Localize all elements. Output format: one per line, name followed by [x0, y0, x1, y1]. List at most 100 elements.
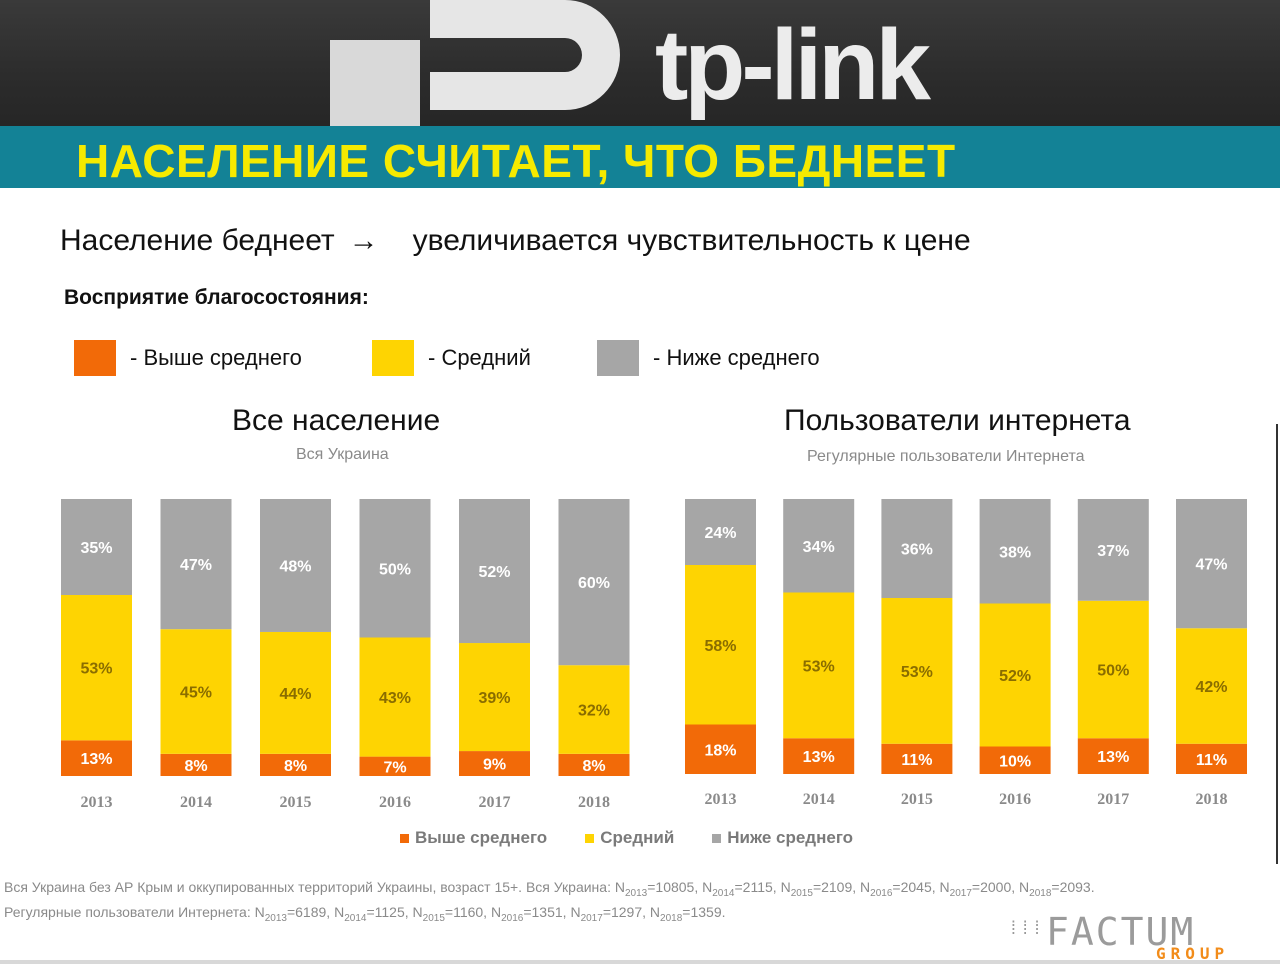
- bar-segment: [359, 756, 431, 776]
- data-label: 11%: [901, 752, 932, 769]
- x-tick-label: 2015: [280, 794, 312, 811]
- bar-segment: [881, 499, 953, 598]
- bar-segment: [459, 499, 530, 644]
- data-label: 11%: [1196, 752, 1227, 769]
- factum-name: FACTUM: [1046, 910, 1196, 954]
- legend-label: Ниже среднего: [727, 828, 854, 847]
- bar-segment: [783, 738, 855, 774]
- x-tick-label: 2014: [803, 791, 835, 808]
- bar-segment: [359, 499, 431, 638]
- data-label: 50%: [379, 561, 411, 578]
- data-label: 18%: [704, 742, 736, 759]
- data-label: 47%: [180, 557, 212, 574]
- data-label: 13%: [80, 751, 112, 768]
- sample-size: N2017=2000: [939, 879, 1012, 899]
- chart-subtitle-internet: Регулярные пользователи Интернета: [807, 448, 1085, 465]
- logo-shape: [430, 0, 620, 110]
- logo-shape: [330, 40, 420, 126]
- headline-right: увеличивается чувствительность к цене: [412, 224, 971, 257]
- x-tick-label: 2017: [1097, 791, 1129, 808]
- x-tick-label: 2013: [81, 794, 113, 811]
- bar-segment: [1077, 499, 1149, 601]
- chart-legend: Выше среднего Средний Ниже среднего: [400, 828, 891, 848]
- data-label: 34%: [803, 539, 835, 556]
- sample-size: N2017=1297: [570, 903, 643, 924]
- bar-segment: [260, 753, 331, 776]
- data-label: 53%: [901, 664, 933, 681]
- bottom-divider: [0, 960, 1280, 964]
- data-label: 7%: [383, 759, 406, 776]
- sample-size: N2018=2093: [1019, 879, 1091, 899]
- factum-group-logo: ⁞⁞⁞ FACTUM GROUP: [1008, 910, 1248, 963]
- data-label: 24%: [704, 525, 736, 542]
- sample-size: N2015=1160: [412, 903, 484, 924]
- bar-segment: [61, 740, 132, 776]
- legend-item-above: Выше среднего: [400, 828, 547, 848]
- page-title: НАСЕЛЕНИЕ СЧИТАЕТ, ЧТО БЕДНЕЕТ: [76, 135, 956, 187]
- bar-segment: [783, 592, 855, 739]
- sample-size: N2016=1351: [490, 903, 563, 924]
- legend-swatch-average: [372, 340, 414, 376]
- x-tick-label: 2014: [180, 794, 212, 811]
- bar-segment: [260, 631, 331, 754]
- legend-item-above: - Выше среднего: [74, 340, 302, 376]
- x-tick-label: 2016: [379, 794, 411, 811]
- sample-size: N2016=2045: [860, 879, 932, 899]
- footnote: Вся Украина без АР Крым и оккупированных…: [4, 878, 1095, 928]
- legend-label: - Средний: [428, 345, 531, 370]
- bar-segment: [979, 603, 1051, 747]
- x-tick-label: 2018: [578, 794, 610, 811]
- bar-segment: [783, 499, 855, 593]
- legend-item-below: Ниже среднего: [712, 828, 853, 848]
- legend-marker: [585, 833, 595, 843]
- sample-size: N2018=1359: [649, 903, 722, 924]
- bar-segment: [979, 499, 1051, 604]
- bar-segment: [359, 637, 431, 757]
- legend-swatch-below: [597, 340, 639, 376]
- data-label: 52%: [478, 564, 510, 581]
- bar-segment: [685, 499, 756, 565]
- bar-segment: [685, 565, 756, 725]
- legend-label: Выше среднего: [415, 828, 548, 847]
- data-label: 44%: [279, 686, 311, 703]
- x-tick-label: 2013: [705, 791, 737, 808]
- bar-segment: [160, 753, 232, 776]
- data-label: 53%: [803, 658, 835, 675]
- bar-segment: [881, 743, 953, 774]
- chart-title-all: Все население: [232, 404, 441, 437]
- data-label: 45%: [180, 685, 212, 702]
- legend-swatch-above: [74, 340, 116, 376]
- x-tick-label: 2017: [479, 794, 511, 811]
- x-tick-label: 2016: [999, 791, 1031, 808]
- data-label: 35%: [80, 540, 112, 557]
- bar-segment: [61, 499, 132, 595]
- data-label: 10%: [999, 753, 1031, 770]
- bar-segment: [685, 724, 756, 774]
- bar-segment: [1176, 743, 1247, 774]
- divider: [1276, 424, 1278, 864]
- bar-segment: [881, 598, 953, 744]
- data-label: 13%: [1097, 749, 1129, 766]
- bar-segment: [1077, 600, 1149, 739]
- data-label: 32%: [578, 703, 610, 720]
- x-tick-label: 2015: [901, 791, 933, 808]
- data-label: 13%: [803, 749, 835, 766]
- chart-title-internet: Пользователи интернета: [784, 404, 1131, 437]
- data-label: 60%: [578, 575, 610, 592]
- title-bar: НАСЕЛЕНИЕ СЧИТАЕТ, ЧТО БЕДНЕЕТ: [0, 126, 1280, 188]
- chart-subtitle-all: Вся Украина: [296, 446, 389, 463]
- data-label: 42%: [1195, 679, 1227, 696]
- data-label: 8%: [184, 758, 207, 775]
- data-label: 8%: [582, 758, 605, 775]
- bar-segment: [1176, 499, 1247, 629]
- bar-segment: [558, 499, 630, 666]
- bar-segment: [459, 751, 530, 776]
- sample-size: N2013=6189: [254, 903, 327, 924]
- legend-label: - Выше среднего: [130, 345, 302, 370]
- data-label: 48%: [279, 558, 311, 575]
- legend-label: - Ниже среднего: [653, 345, 820, 370]
- bar-segment: [1077, 738, 1149, 774]
- data-label: 38%: [999, 544, 1031, 561]
- data-label: 9%: [483, 757, 506, 774]
- perception-label: Восприятие благосостояния:: [64, 286, 369, 309]
